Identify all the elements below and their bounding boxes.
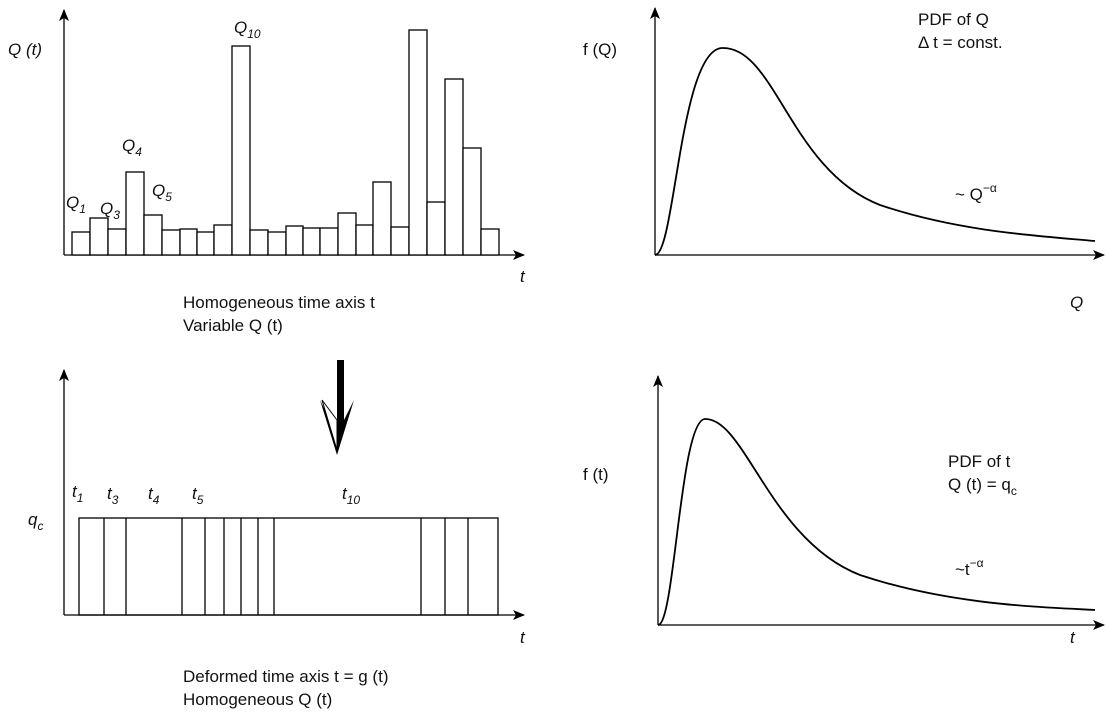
label-base: t: [107, 484, 113, 503]
y-label: f (Q): [583, 40, 617, 59]
bar: [267, 231, 287, 256]
bar: [179, 228, 198, 256]
note: PDF of Q: [918, 10, 989, 29]
threshold-box: [78, 517, 499, 616]
bars: [71, 29, 500, 256]
peak-label: Q1: [66, 193, 86, 216]
label-sub: 5: [197, 493, 204, 507]
bar: [462, 147, 482, 256]
note: Q (t) = qc: [948, 475, 1017, 498]
note: PDF of t: [948, 452, 1011, 471]
label-base: Q: [152, 181, 165, 200]
tail-label: ~t−α: [955, 556, 984, 579]
bar: [213, 224, 233, 256]
bar: [355, 224, 374, 256]
label-base: q: [28, 510, 38, 529]
x-label: Q: [1070, 293, 1083, 312]
caption: Variable Q (t): [183, 316, 283, 335]
label-base: t: [192, 484, 198, 503]
caption: Homogeneous Q (t): [183, 690, 332, 709]
bar: [143, 214, 163, 256]
bar: [408, 29, 428, 256]
label-sub: 10: [347, 493, 361, 507]
peak-label: Q4: [122, 136, 142, 159]
label-sub: 3: [112, 493, 119, 507]
peak-label: Q10: [234, 18, 261, 41]
transform-arrow: [320, 360, 354, 455]
bar: [480, 228, 500, 256]
bar: [107, 228, 127, 256]
label-base: Q: [122, 136, 135, 155]
tail-label: ~ Q−α: [955, 181, 997, 204]
label-base: t: [148, 484, 154, 503]
label-sub: 4: [153, 493, 160, 507]
bar: [71, 231, 91, 256]
peak-label: Q5: [152, 181, 172, 204]
y-label: qc: [28, 510, 43, 533]
bar: [161, 229, 181, 256]
bar: [337, 212, 357, 256]
label-sub: 10: [247, 27, 261, 41]
event-label: t3: [107, 484, 119, 507]
event-lines: [78, 517, 499, 616]
label-base: Q: [100, 199, 113, 218]
label-base: Q: [66, 193, 79, 212]
label-sub: 1: [77, 491, 84, 505]
label-sub: 5: [165, 190, 172, 204]
label-sub: 4: [135, 145, 142, 159]
label-base: t: [342, 484, 348, 503]
y-label: Q (t): [8, 40, 42, 59]
peak-label: Q3: [100, 199, 120, 222]
caption: Deformed time axis t = g (t): [183, 667, 388, 686]
label-base: ~ Q: [955, 185, 983, 204]
label-sub: c: [1011, 484, 1017, 498]
pdf-curve: [657, 418, 1096, 626]
label-base: Q (t) = q: [948, 475, 1011, 494]
pdf-curve: [654, 47, 1096, 256]
arrow-hollow: [321, 399, 338, 451]
bar: [231, 45, 251, 256]
label-sub: 3: [113, 208, 120, 222]
bar: [196, 231, 215, 256]
event-label: t5: [192, 484, 204, 507]
caption: Homogeneous time axis t: [183, 293, 375, 312]
bar: [319, 227, 339, 256]
bar: [125, 171, 145, 256]
label-base: t: [72, 482, 78, 501]
bar: [89, 217, 109, 256]
bar: [390, 226, 410, 256]
x-label: t: [520, 267, 526, 286]
bar: [302, 227, 321, 256]
label-base: ~t: [955, 560, 970, 579]
x-label: t: [1070, 628, 1076, 647]
label-sup: −α: [970, 556, 984, 570]
x-label: t: [520, 628, 526, 647]
bar: [444, 78, 464, 256]
event-label: t1: [72, 482, 83, 505]
label-base: Q: [234, 18, 247, 37]
label-sub: c: [37, 519, 43, 533]
bar: [249, 229, 269, 256]
label-sub: 1: [79, 202, 86, 216]
note: Δ t = const.: [918, 33, 1003, 52]
label-sup: −α: [983, 181, 997, 195]
event-label: t4: [148, 484, 160, 507]
bar: [426, 201, 446, 256]
y-label: f (t): [583, 465, 609, 484]
bar: [285, 225, 304, 256]
event-label: t10: [342, 484, 360, 507]
bar: [372, 181, 392, 256]
